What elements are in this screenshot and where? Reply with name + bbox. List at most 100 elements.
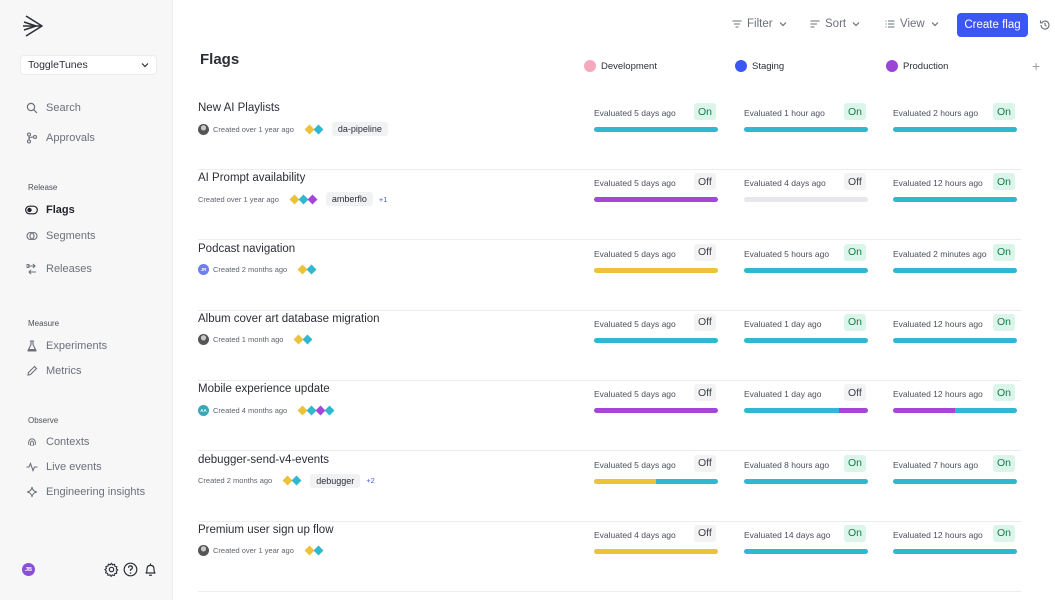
flag-row[interactable]: debugger-send-v4-events Created 2 months …	[198, 452, 1021, 522]
flag-status-badge[interactable]: On	[844, 313, 867, 331]
sidebar-item-engineering-insights[interactable]: Engineering insights	[25, 483, 145, 501]
add-environment-icon[interactable]: +	[1032, 58, 1041, 74]
env-status-cell[interactable]: Evaluated 4 days ago Off	[744, 170, 868, 210]
sidebar-item-releases[interactable]: Releases	[25, 260, 92, 278]
maintainer-avatar	[198, 334, 209, 346]
launchdarkly-logo-icon[interactable]	[22, 14, 46, 38]
env-status-cell[interactable]: Evaluated 5 days ago Off	[594, 452, 718, 492]
env-status-cell[interactable]: Evaluated 12 hours ago On	[893, 170, 1017, 210]
flag-status-badge[interactable]: Off	[694, 313, 716, 331]
flag-status-badge[interactable]: On	[993, 384, 1016, 402]
flag-status-badge[interactable]: On	[844, 524, 867, 542]
flag-row[interactable]: AI Prompt availability Created over 1 yea…	[198, 170, 1021, 241]
evaluated-text: Evaluated 1 day ago	[744, 318, 822, 329]
flag-row[interactable]: New AI Playlists Created over 1 year ago d…	[198, 100, 1021, 170]
sidebar-item-contexts[interactable]: Contexts	[25, 433, 89, 451]
flag-status-badge[interactable]: Off	[844, 384, 866, 402]
flag-status-badge[interactable]: On	[844, 243, 867, 261]
env-status-cell[interactable]: Evaluated 4 days ago Off	[594, 522, 718, 562]
sidebar-item-segments[interactable]: Segments	[25, 227, 96, 245]
env-status-cell[interactable]: Evaluated 12 hours ago On	[893, 381, 1017, 421]
env-status-cell[interactable]: Evaluated 2 hours ago On	[893, 100, 1017, 140]
flag-status-badge[interactable]: On	[844, 103, 867, 120]
sort-button[interactable]: Sort	[810, 18, 860, 30]
maintainer-avatar	[198, 123, 209, 135]
env-status-cell[interactable]: Evaluated 12 hours ago On	[893, 522, 1017, 562]
env-header-development[interactable]: Development	[584, 60, 657, 72]
history-icon[interactable]	[1039, 18, 1051, 36]
flag-name-link[interactable]: New AI Playlists	[198, 102, 280, 114]
flag-status-badge[interactable]: Off	[694, 243, 716, 261]
evaluated-text: Evaluated 5 days ago	[594, 178, 676, 189]
env-header-production[interactable]: Production	[886, 60, 948, 72]
flag-status-badge[interactable]: Off	[844, 173, 866, 191]
flag-name-link[interactable]: Podcast navigation	[198, 242, 296, 255]
env-status-cell[interactable]: Evaluated 5 days ago Off	[594, 170, 718, 210]
flag-status-badge[interactable]: On	[694, 103, 717, 120]
flag-row[interactable]: Premium user sign up flow Created over 1 …	[198, 522, 1021, 592]
more-tags-count[interactable]: +2	[366, 476, 375, 485]
flag-row[interactable]: Album cover art database migration Create…	[198, 311, 1021, 381]
sidebar-item-metrics[interactable]: Metrics	[25, 362, 81, 380]
rollout-segment	[594, 478, 656, 484]
fingerprint-icon	[25, 436, 38, 449]
rollout-segment	[594, 548, 718, 554]
flag-status-badge[interactable]: Off	[694, 454, 716, 472]
flag-tag[interactable]: debugger	[310, 473, 361, 488]
bell-icon[interactable]	[143, 562, 158, 577]
flag-status-badge[interactable]: On	[993, 173, 1016, 191]
project-selector[interactable]: ToggleTunes	[20, 55, 157, 75]
flag-created-date: Created 2 months ago	[213, 265, 288, 275]
flag-created-date: Created 4 months ago	[213, 405, 288, 415]
env-header-staging[interactable]: Staging	[735, 60, 784, 72]
flag-name-link[interactable]: Premium user sign up flow	[198, 523, 334, 536]
sidebar-item-live-events[interactable]: Live events	[25, 458, 102, 476]
sidebar-item-experiments[interactable]: Experiments	[25, 337, 107, 355]
env-status-cell[interactable]: Evaluated 5 days ago On	[594, 100, 718, 140]
project-name: ToggleTunes	[28, 59, 88, 71]
env-status-cell[interactable]: Evaluated 7 hours ago On	[893, 452, 1017, 492]
flag-status-badge[interactable]: Off	[694, 384, 716, 402]
sidebar-item-flags[interactable]: Flags	[25, 201, 75, 219]
flag-status-badge[interactable]: On	[993, 243, 1016, 261]
view-button[interactable]: View	[885, 18, 939, 30]
evaluated-text: Evaluated 5 days ago	[594, 389, 676, 400]
flag-tag[interactable]: amberflo	[325, 192, 373, 207]
sidebar-item-approvals[interactable]: Approvals	[25, 129, 95, 147]
flag-status-badge[interactable]: On	[844, 454, 867, 472]
flag-status-badge[interactable]: On	[993, 313, 1016, 331]
sidebar-item-search[interactable]: Search	[25, 99, 81, 117]
env-status-cell[interactable]: Evaluated 1 day ago On	[744, 311, 868, 351]
env-status-cell[interactable]: Evaluated 2 minutes ago On	[893, 241, 1017, 281]
flag-name-link[interactable]: AI Prompt availability	[198, 172, 306, 185]
rollout-segment	[656, 478, 718, 484]
flag-row[interactable]: Mobile experience update AA Created 4 mont…	[198, 381, 1021, 452]
flag-status-badge[interactable]: On	[993, 524, 1016, 542]
rollout-segment	[744, 408, 840, 414]
env-status-cell[interactable]: Evaluated 12 hours ago On	[893, 311, 1017, 351]
section-measure: Measure	[28, 319, 60, 328]
env-status-cell[interactable]: Evaluated 1 hour ago On	[744, 100, 868, 140]
env-status-cell[interactable]: Evaluated 1 day ago Off	[744, 381, 868, 421]
flag-name-link[interactable]: Album cover art database migration	[198, 312, 380, 325]
env-status-cell[interactable]: Evaluated 5 days ago Off	[594, 381, 718, 421]
env-status-cell[interactable]: Evaluated 5 days ago Off	[594, 241, 718, 281]
create-flag-button[interactable]: Create flag	[957, 13, 1028, 37]
flag-status-badge[interactable]: On	[993, 103, 1016, 120]
flag-tag[interactable]: da-pipeline	[331, 122, 388, 136]
gear-icon[interactable]	[104, 562, 119, 577]
flag-row[interactable]: Podcast navigation JR Created 2 months ago…	[198, 241, 1021, 311]
env-status-cell[interactable]: Evaluated 5 days ago Off	[594, 311, 718, 351]
env-status-cell[interactable]: Evaluated 5 hours ago On	[744, 241, 868, 281]
filter-button[interactable]: Filter	[732, 18, 787, 30]
flag-name-link[interactable]: Mobile experience update	[198, 383, 330, 396]
more-tags-count[interactable]: +1	[378, 194, 388, 204]
env-status-cell[interactable]: Evaluated 8 hours ago On	[744, 452, 868, 492]
flag-name-link[interactable]: debugger-send-v4-events	[198, 453, 330, 466]
env-status-cell[interactable]: Evaluated 14 days ago On	[744, 522, 868, 562]
flag-status-badge[interactable]: Off	[694, 524, 716, 542]
flag-status-badge[interactable]: On	[993, 454, 1016, 472]
help-icon[interactable]	[123, 562, 138, 577]
flag-status-badge[interactable]: Off	[694, 173, 716, 191]
user-avatar[interactable]: JB	[22, 563, 35, 576]
